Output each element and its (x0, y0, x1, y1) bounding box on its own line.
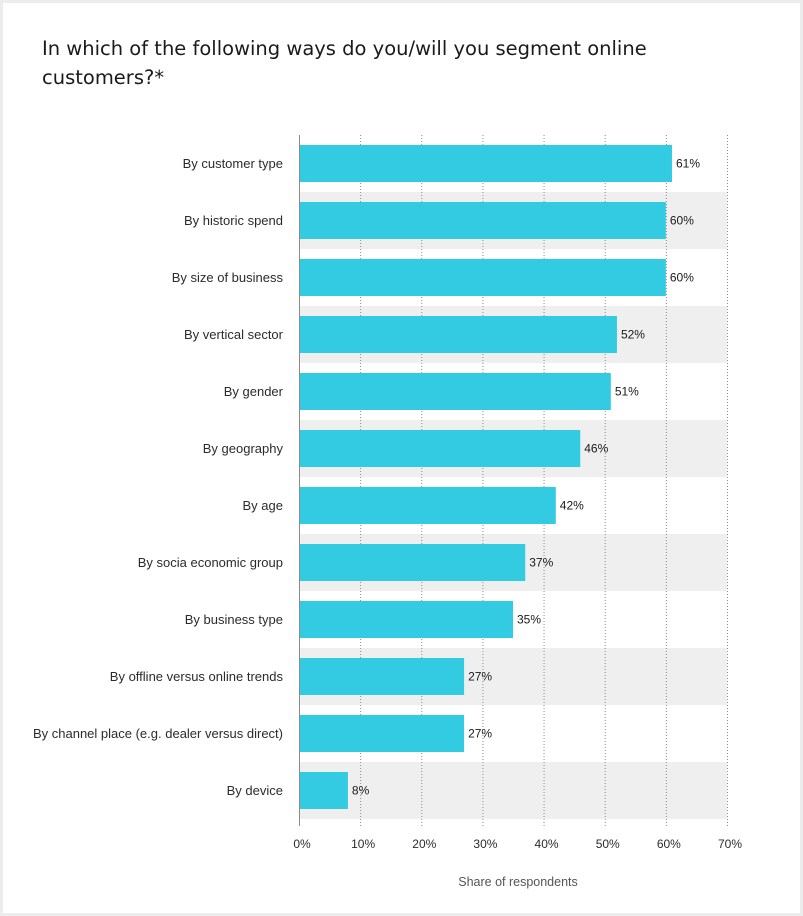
bar (300, 430, 581, 467)
bars (300, 145, 672, 809)
category-label: By geography (203, 441, 284, 456)
category-label: By historic spend (184, 213, 283, 228)
value-label: 35% (517, 613, 541, 627)
x-tick-label: 60% (657, 837, 681, 851)
category-label: By gender (224, 384, 284, 399)
value-label: 8% (352, 784, 370, 798)
x-axis-title: Share of respondents (458, 875, 578, 889)
bar (300, 316, 617, 353)
value-label: 27% (468, 727, 492, 741)
x-tick-label: 20% (412, 837, 436, 851)
value-label: 37% (529, 556, 553, 570)
category-label: By vertical sector (184, 327, 284, 342)
bar (300, 259, 666, 296)
category-label: By offline versus online trends (110, 669, 284, 684)
bar (300, 715, 465, 752)
value-labels: 61% 60% 60% 52% 51% 46% 42% 37% 35% 27% 27% 8% (352, 157, 700, 798)
category-label: By business type (185, 612, 283, 627)
bar (300, 544, 526, 581)
category-label: By channel place (e.g. dealer versus dir… (33, 726, 283, 741)
x-tick-label: 50% (596, 837, 620, 851)
row-band (299, 762, 727, 819)
x-tick-label: 40% (535, 837, 559, 851)
value-label: 27% (468, 670, 492, 684)
value-label: 52% (621, 328, 645, 342)
bar (300, 202, 666, 239)
bar (300, 601, 513, 638)
category-label: By device (227, 783, 283, 798)
bar (300, 772, 348, 809)
x-tick-label: 0% (293, 837, 311, 851)
chart-title: In which of the following ways do you/wi… (42, 37, 647, 89)
bar (300, 487, 556, 524)
value-label: 61% (676, 157, 700, 171)
category-labels: By customer type By historic spend By size… (33, 156, 284, 798)
x-axis-ticks: 0% 10% 20% 30% 40% 50% 60% 70% (293, 837, 742, 851)
category-label: By customer type (183, 156, 283, 171)
bar (300, 658, 465, 695)
value-label: 42% (560, 499, 584, 513)
value-label: 46% (584, 442, 608, 456)
category-label: By socia economic group (138, 555, 283, 570)
value-label: 60% (670, 214, 694, 228)
bar (300, 145, 672, 182)
value-label: 51% (615, 385, 639, 399)
value-label: 60% (670, 271, 694, 285)
bar (300, 373, 611, 410)
category-label: By size of business (172, 270, 284, 285)
category-label: By age (243, 498, 283, 513)
x-tick-label: 10% (351, 837, 375, 851)
gridlines (299, 135, 728, 826)
x-tick-label: 30% (473, 837, 497, 851)
x-tick-label: 70% (718, 837, 742, 851)
